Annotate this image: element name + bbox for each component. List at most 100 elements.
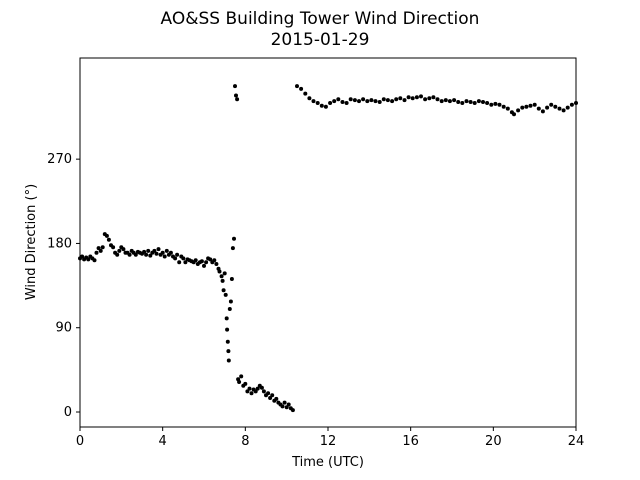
data-point [497,102,502,107]
data-point [193,258,198,263]
data-point [410,96,415,101]
data-point [381,97,386,102]
data-point [303,91,308,96]
data-point [98,248,103,253]
data-point [219,274,224,279]
y-tick-label: 0 [64,405,72,420]
data-point [245,389,250,394]
data-points [78,84,578,413]
data-point [574,101,578,105]
data-point [225,327,230,332]
data-point [146,248,151,253]
data-point [545,105,550,110]
data-point [86,257,91,262]
data-point [357,99,361,104]
y-tick-label: 180 [47,236,72,251]
data-point [255,386,260,391]
data-point [96,246,101,251]
data-point [460,101,465,105]
data-point [315,101,320,105]
data-point [361,97,366,102]
data-point [344,101,349,105]
data-point [152,248,157,253]
data-point [516,108,521,113]
data-point [261,389,266,394]
data-point [336,97,341,102]
chart-title: AO&SS Building Tower Wind Direction [161,9,480,29]
y-axis: 0 90 180 270 [47,152,80,420]
data-point [489,102,494,107]
data-point [208,257,213,262]
data-point [204,260,209,265]
data-point [266,391,271,396]
data-point [199,259,204,264]
data-point [340,100,345,104]
data-point [532,102,537,107]
data-point [569,102,574,107]
y-axis-label: Wind Direction (°) [24,184,39,300]
data-point [227,307,232,311]
data-point [423,97,428,102]
data-point [481,100,485,104]
data-point [154,251,159,256]
data-point [290,408,295,413]
data-point [156,247,161,252]
data-point [323,104,328,109]
data-point [177,260,182,265]
data-point [307,96,312,101]
data-point [476,99,481,104]
data-point [230,246,235,251]
data-point [414,95,419,100]
data-point [348,97,353,102]
data-point [249,391,254,396]
data-point [220,278,225,283]
data-point [164,248,169,253]
data-point [225,339,230,344]
data-point [175,252,180,257]
data-point [352,98,357,103]
data-point [268,396,273,400]
data-point [443,98,448,103]
data-point [485,101,490,105]
data-point [234,93,238,98]
data-point [243,381,248,386]
data-point [148,253,153,258]
data-point [270,393,275,398]
data-point [299,86,304,91]
data-point [557,106,562,111]
data-point [365,99,370,104]
data-point [117,248,122,253]
data-point [144,252,149,257]
data-point [439,99,444,104]
data-point [221,288,226,293]
x-tick-label: 0 [76,434,84,449]
data-point [280,404,285,409]
x-tick-label: 4 [159,434,167,449]
data-point [553,104,558,109]
data-point [369,98,374,103]
data-point [536,106,541,111]
data-point [520,105,525,110]
data-point [92,258,97,263]
data-point [402,98,407,103]
data-point [295,84,299,89]
data-point [447,99,452,104]
data-point [223,292,228,297]
data-point [121,247,126,252]
data-point [104,233,109,238]
data-point [431,95,436,100]
data-point [419,94,423,99]
data-point [472,101,477,105]
data-point [452,98,457,103]
data-point [468,100,473,104]
data-point [377,100,382,104]
data-point [524,104,529,109]
y-tick-label: 90 [55,321,72,336]
data-point [284,405,289,410]
data-point [222,271,227,276]
data-point [168,250,173,255]
data-point [115,252,120,257]
data-point [142,249,147,254]
x-tick-label: 8 [241,434,249,449]
